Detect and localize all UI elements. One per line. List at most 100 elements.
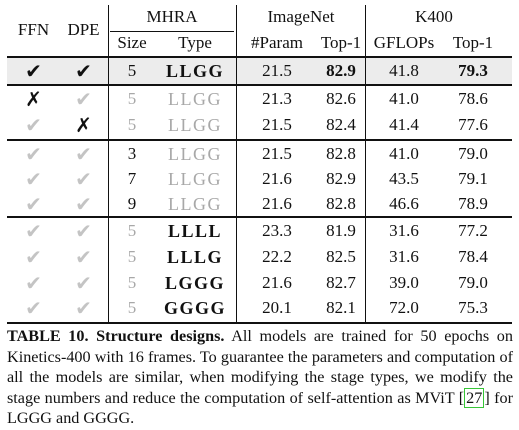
header-mhra: MHRA xyxy=(109,5,235,29)
param-cell: 23.3 xyxy=(237,218,317,244)
top1-imagenet-cell: 82.1 xyxy=(317,295,365,321)
type-cell: LLLL xyxy=(155,218,235,244)
header-row-1: FFN DPE MHRA ImageNet K400 xyxy=(7,5,512,31)
param-cell: 21.6 xyxy=(237,270,317,296)
size-cell: 5 xyxy=(109,58,155,84)
type-cell: GGGG xyxy=(155,295,235,321)
check-icon: ✔ xyxy=(7,270,60,296)
top1-imagenet-cell: 82.7 xyxy=(317,270,365,296)
param-cell: 21.5 xyxy=(237,141,317,167)
table-row: ✔ ✔ 9 LLGG 21.6 82.8 46.6 78.9 xyxy=(7,191,512,217)
size-cell: 9 xyxy=(109,191,155,217)
gflops-cell: 41.8 xyxy=(365,58,443,84)
citation-link[interactable]: 27 xyxy=(464,388,484,408)
check-icon: ✔ xyxy=(7,58,60,84)
gflops-cell: 43.5 xyxy=(365,166,443,192)
cross-icon: ✗ xyxy=(7,86,60,112)
check-icon: ✔ xyxy=(7,112,60,138)
table-caption: TABLE 10. Structure designs. All models … xyxy=(7,326,513,429)
mhra-underline xyxy=(110,31,234,32)
size-cell: 5 xyxy=(109,86,155,112)
header-type: Type xyxy=(155,30,235,56)
table-row: ✔ ✔ 5 LLLG 22.2 82.5 31.6 78.4 xyxy=(7,244,512,270)
param-cell: 20.1 xyxy=(237,295,317,321)
size-cell: 5 xyxy=(109,112,155,138)
gflops-cell: 41.0 xyxy=(365,141,443,167)
check-icon: ✔ xyxy=(7,191,60,217)
gflops-cell: 39.0 xyxy=(365,270,443,296)
param-cell: 21.3 xyxy=(237,86,317,112)
table-row: ✔ ✔ 7 LLGG 21.6 82.9 43.5 79.1 xyxy=(7,166,512,192)
check-icon: ✔ xyxy=(7,141,60,167)
top1-k400-cell: 78.9 xyxy=(443,191,503,217)
header-row-2: Size Type #Param Top-1 GFLOPs Top-1 xyxy=(7,30,512,56)
check-icon: ✔ xyxy=(60,295,107,321)
type-cell: LLGG xyxy=(155,191,235,217)
check-icon: ✔ xyxy=(60,244,107,270)
cross-icon: ✗ xyxy=(60,112,107,138)
check-icon: ✔ xyxy=(60,58,107,84)
top1-k400-cell: 77.6 xyxy=(443,112,503,138)
size-cell: 7 xyxy=(109,166,155,192)
check-icon: ✔ xyxy=(60,141,107,167)
type-cell: LLGG xyxy=(155,166,235,192)
top1-imagenet-cell: 82.8 xyxy=(317,141,365,167)
type-cell: LLGG xyxy=(155,141,235,167)
type-cell: LLGG xyxy=(155,112,235,138)
size-cell: 5 xyxy=(109,244,155,270)
top1-k400-cell: 75.3 xyxy=(443,295,503,321)
type-cell: LGGG xyxy=(155,270,235,296)
check-icon: ✔ xyxy=(7,244,60,270)
top1-imagenet-cell: 82.9 xyxy=(317,166,365,192)
top1-k400-cell: 78.4 xyxy=(443,244,503,270)
type-cell: LLLG xyxy=(155,244,235,270)
gflops-cell: 46.6 xyxy=(365,191,443,217)
check-icon: ✔ xyxy=(60,270,107,296)
table-row: ✔ ✔ 5 LGGG 21.6 82.7 39.0 79.0 xyxy=(7,270,512,296)
param-cell: 22.2 xyxy=(237,244,317,270)
top1-k400-cell: 79.1 xyxy=(443,166,503,192)
param-cell: 21.5 xyxy=(237,112,317,138)
header-top1-imagenet: Top-1 xyxy=(317,30,365,56)
top1-k400-cell: 78.6 xyxy=(443,86,503,112)
gflops-cell: 72.0 xyxy=(365,295,443,321)
size-cell: 5 xyxy=(109,270,155,296)
type-cell: LLGG xyxy=(155,58,235,84)
table-row: ✔ ✔ 5 LLGG 21.5 82.9 41.8 79.3 xyxy=(7,58,512,84)
check-icon: ✔ xyxy=(60,218,107,244)
param-cell: 21.5 xyxy=(237,58,317,84)
size-cell: 3 xyxy=(109,141,155,167)
top1-k400-cell: 79.0 xyxy=(443,270,503,296)
top1-k400-cell: 79.0 xyxy=(443,141,503,167)
size-cell: 5 xyxy=(109,218,155,244)
check-icon: ✔ xyxy=(60,191,107,217)
header-imagenet: ImageNet xyxy=(237,5,365,29)
rule-bottom xyxy=(7,322,512,324)
header-param: #Param xyxy=(237,30,317,56)
header-size: Size xyxy=(109,30,155,56)
gflops-cell: 41.0 xyxy=(365,86,443,112)
top1-imagenet-cell: 82.5 xyxy=(317,244,365,270)
check-icon: ✔ xyxy=(7,218,60,244)
table-row: ✔ ✗ 5 LLGG 21.5 82.4 41.4 77.6 xyxy=(7,112,512,138)
check-icon: ✔ xyxy=(7,295,60,321)
table-row: ✔ ✔ 5 LLLL 23.3 81.9 31.6 77.2 xyxy=(7,218,512,244)
gflops-cell: 41.4 xyxy=(365,112,443,138)
caption-label: TABLE 10. Structure designs. xyxy=(7,327,224,345)
top1-k400-cell: 79.3 xyxy=(443,58,503,84)
top1-imagenet-cell: 82.9 xyxy=(317,58,365,84)
header-k400: K400 xyxy=(365,5,503,29)
top1-imagenet-cell: 81.9 xyxy=(317,218,365,244)
top1-imagenet-cell: 82.6 xyxy=(317,86,365,112)
table-row: ✗ ✔ 5 LLGG 21.3 82.6 41.0 78.6 xyxy=(7,86,512,112)
type-cell: LLGG xyxy=(155,86,235,112)
gflops-cell: 31.6 xyxy=(365,218,443,244)
header-top1-k400: Top-1 xyxy=(443,30,503,56)
table-row: ✔ ✔ 3 LLGG 21.5 82.8 41.0 79.0 xyxy=(7,141,512,167)
param-cell: 21.6 xyxy=(237,191,317,217)
table-row: ✔ ✔ 5 GGGG 20.1 82.1 72.0 75.3 xyxy=(7,295,512,321)
top1-k400-cell: 77.2 xyxy=(443,218,503,244)
param-cell: 21.6 xyxy=(237,166,317,192)
top1-imagenet-cell: 82.4 xyxy=(317,112,365,138)
